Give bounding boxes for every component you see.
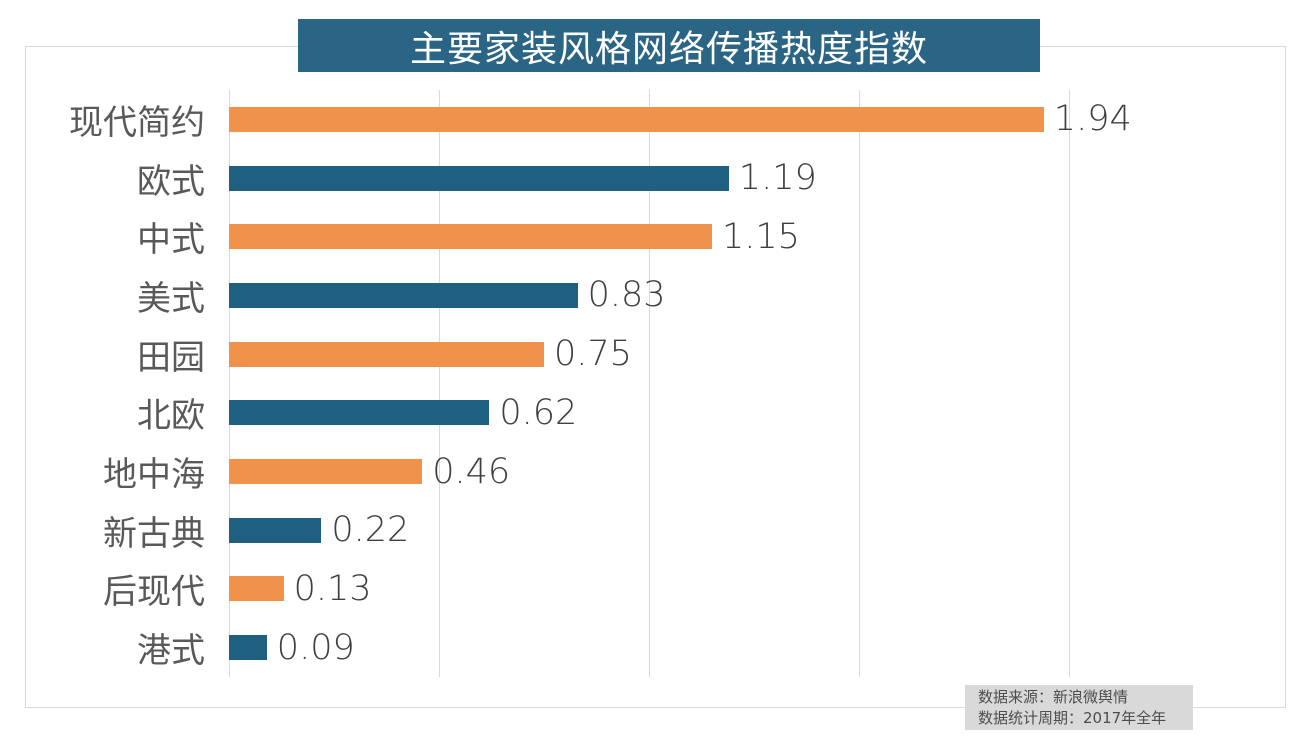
value-label: 0.62: [499, 392, 578, 433]
bar-rows-container: 现代简约 1.94 欧式 1.19 中式 1.15 美式 0.83 田园 0.75 北欧 0.62 地中…: [29, 90, 1284, 677]
title-banner: 主要家装风格网络传播热度指数: [298, 19, 1040, 72]
value-bar: [229, 517, 322, 543]
gridline: [1069, 90, 1070, 677]
value-bar: [229, 224, 712, 250]
value-label: 1.94: [1053, 99, 1132, 140]
plot-area: [229, 90, 1070, 677]
value-bar: [229, 106, 1044, 132]
category-label: 欧式: [137, 161, 205, 202]
value-label: 1.19: [738, 158, 817, 199]
category-label: 美式: [137, 278, 205, 319]
category-label: 田园: [137, 337, 205, 378]
value-bar: [229, 635, 267, 661]
value-bar: [229, 165, 729, 191]
source-line-2: 数据统计周期：2017年全年: [978, 708, 1167, 727]
bar-row: 地中海 0.46: [29, 442, 1284, 501]
category-label: 地中海: [103, 455, 205, 496]
chart-title: 主要家装风格网络传播热度指数: [409, 28, 928, 70]
value-bar: [229, 459, 423, 485]
value-bar: [229, 576, 284, 602]
category-label: 新古典: [103, 513, 205, 554]
bar-row: 港式 0.09: [29, 618, 1284, 677]
value-bar: [229, 282, 578, 308]
value-bar: [229, 341, 544, 367]
category-label: 后现代: [103, 572, 205, 613]
category-label: 港式: [137, 631, 205, 672]
value-label: 0.75: [554, 334, 632, 375]
category-label: 北欧: [137, 396, 205, 437]
value-label: 0.13: [293, 568, 372, 609]
category-label: 现代简约: [69, 102, 205, 143]
value-label: 0.22: [331, 510, 410, 551]
gridline: [859, 90, 860, 677]
gridline: [439, 90, 440, 677]
axis-line: [229, 90, 230, 677]
value-bar: [229, 400, 490, 426]
category-label: 中式: [137, 220, 205, 261]
bar-row: 北欧 0.62: [29, 384, 1284, 443]
bar-row: 现代简约 1.94: [29, 90, 1284, 149]
bar-row: 后现代 0.13: [29, 560, 1284, 619]
bar-row: 欧式 1.19: [29, 149, 1284, 208]
value-label: 1.15: [722, 216, 800, 257]
gridline: [649, 90, 650, 677]
value-label: 0.09: [276, 627, 355, 668]
bar-row: 中式 1.15: [29, 207, 1284, 266]
value-label: 0.83: [587, 275, 666, 316]
bar-row: 田园 0.75: [29, 325, 1284, 384]
value-label: 0.46: [432, 451, 511, 492]
bar-row: 美式 0.83: [29, 266, 1284, 325]
source-note: 数据来源：新浪微舆情 数据统计周期：2017年全年: [965, 685, 1193, 730]
source-line-1: 数据来源：新浪微舆情: [978, 687, 1129, 706]
bar-row: 新古典 0.22: [29, 501, 1284, 560]
